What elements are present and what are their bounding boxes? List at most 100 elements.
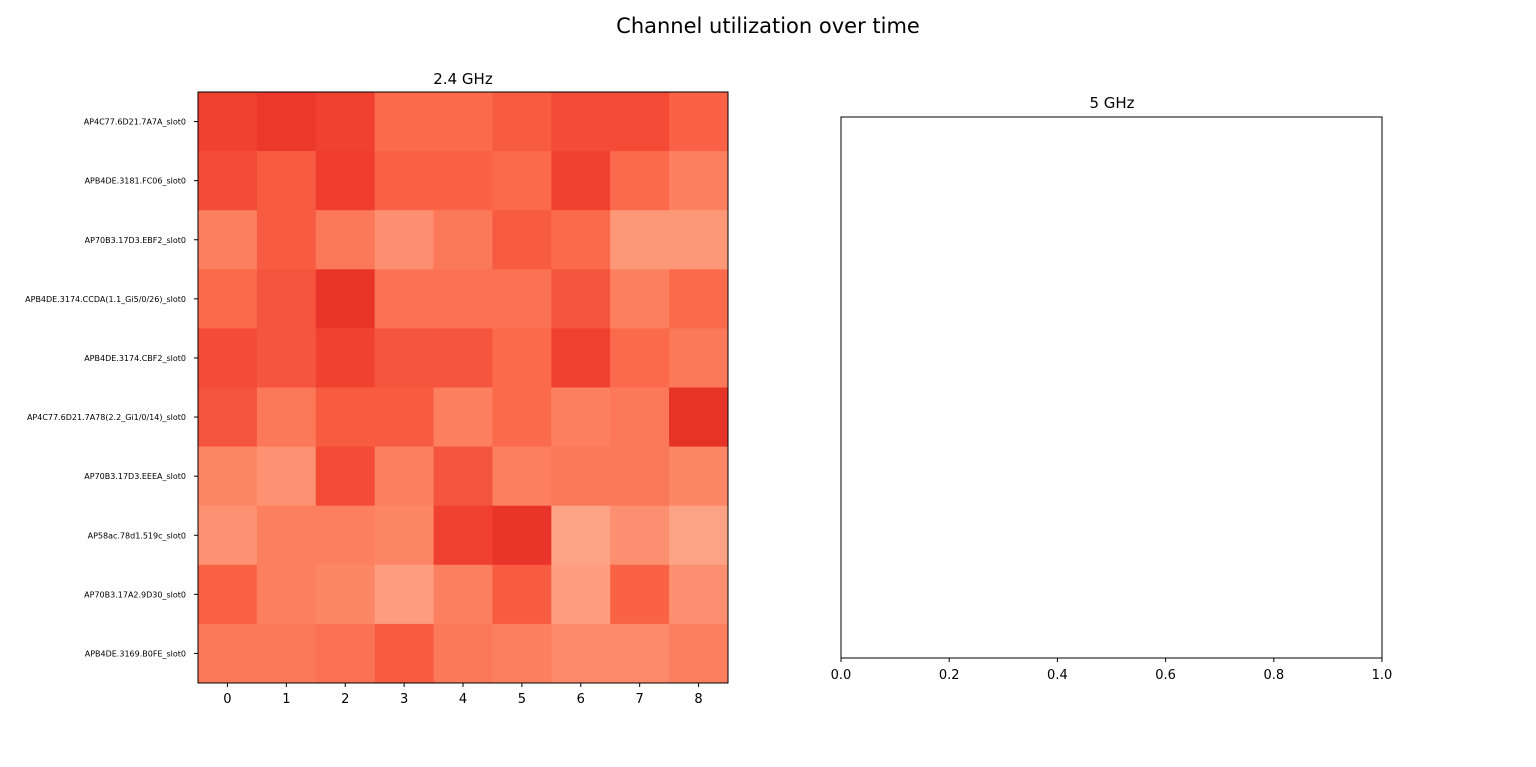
- heatmap-cells: [198, 92, 729, 684]
- heatmap-cell: [492, 446, 552, 507]
- heatmap-cell: [315, 505, 376, 566]
- heatmap-cell: [610, 564, 670, 625]
- heatmap-cell: [433, 505, 493, 566]
- x-tick-label: 2: [341, 692, 349, 707]
- x-tick-label: 5: [518, 692, 526, 707]
- heatmap-cell: [315, 564, 376, 625]
- heatmap-cell: [256, 446, 317, 507]
- heatmap-cell: [256, 564, 317, 625]
- heatmap-cell: [256, 623, 317, 684]
- x-tick-label-5ghz: 0.6: [1155, 668, 1176, 683]
- figure-title: Channel utilization over time: [616, 14, 920, 38]
- heatmap-cell: [492, 269, 552, 329]
- heatmap-cell: [374, 505, 435, 566]
- heatmap-cell: [374, 92, 435, 152]
- heatmap-cell: [256, 328, 317, 388]
- x-tick-label-5ghz: 0.8: [1263, 668, 1284, 683]
- heatmap-title: 2.4 GHz: [433, 70, 493, 88]
- heatmap-cell: [610, 151, 670, 211]
- y-tick-label: AP70B3.17D3.EBF2_slot0: [85, 236, 186, 245]
- heatmap-cell: [610, 623, 670, 684]
- heatmap-cell: [256, 269, 317, 329]
- heatmap-cell: [374, 210, 435, 270]
- heatmap-cell: [492, 387, 552, 448]
- heatmap-cell: [669, 564, 729, 625]
- heatmap-cell: [433, 387, 493, 448]
- empty-panel-5ghz: 5 GHz 0.0 0.2 0.4 0.6 0.8 1.0: [831, 94, 1393, 683]
- heatmap-cell: [551, 328, 611, 388]
- y-tick-label: APB4DE.3174.CBF2_slot0: [84, 354, 186, 363]
- heatmap-cell: [492, 505, 552, 566]
- heatmap-cell: [256, 505, 317, 566]
- x-tick-label-5ghz: 0.4: [1047, 668, 1068, 683]
- heatmap-cell: [256, 210, 317, 270]
- heatmap-cell: [433, 328, 493, 388]
- heatmap-cell: [551, 505, 611, 566]
- heatmap-cell: [256, 92, 317, 152]
- heatmap-panel-2-4ghz: 2.4 GHz AP4C77.6D21.7A7A_slot0 APB4DE.318…: [25, 70, 729, 707]
- heatmap-cell: [433, 564, 493, 625]
- heatmap-cell: [198, 564, 258, 625]
- y-tick-label: APB4DE.3174.CCDA(1.1_Gi5/0/26)_slot0: [25, 295, 186, 304]
- heatmap-cell: [374, 564, 435, 625]
- heatmap-cell: [315, 269, 376, 329]
- heatmap-cell: [669, 387, 729, 448]
- heatmap-cell: [374, 269, 435, 329]
- heatmap-cell: [492, 92, 552, 152]
- heatmap-frame: [197, 91, 729, 684]
- x-tick-label-5ghz: 0.2: [939, 668, 960, 683]
- axes-frame-5ghz: [840, 116, 1383, 659]
- heatmap-cell: [669, 210, 729, 270]
- heatmap-cell: [492, 210, 552, 270]
- x-tick-label: 6: [577, 692, 585, 707]
- heatmap-cell: [256, 387, 317, 448]
- heatmap-cell: [315, 623, 376, 684]
- heatmap-cell: [492, 151, 552, 211]
- heatmap-cell: [492, 328, 552, 388]
- x-tick-label-5ghz: 1.0: [1372, 668, 1393, 683]
- heatmap-cell: [374, 446, 435, 507]
- heatmap-cell: [315, 92, 376, 152]
- heatmap-cell: [669, 269, 729, 329]
- heatmap-cell: [492, 623, 552, 684]
- heatmap-cell: [198, 387, 258, 448]
- y-tick-label: AP70B3.17D3.EEEA_slot0: [84, 472, 186, 481]
- heatmap-cell: [610, 387, 670, 448]
- heatmap-cell: [669, 328, 729, 388]
- heatmap-cell: [315, 210, 376, 270]
- heatmap-cell: [198, 210, 258, 270]
- heatmap-cell: [551, 269, 611, 329]
- heatmap-cell: [551, 564, 611, 625]
- heatmap-cell: [433, 269, 493, 329]
- heatmap-cell: [610, 269, 670, 329]
- y-tick-label: AP4C77.6D21.7A7A_slot0: [84, 118, 186, 127]
- heatmap-cell: [551, 210, 611, 270]
- heatmap-cell: [374, 151, 435, 211]
- x-tick-label: 1: [282, 692, 290, 707]
- heatmap-cell: [551, 151, 611, 211]
- heatmap-cell: [551, 446, 611, 507]
- heatmap-cell: [551, 92, 611, 152]
- heatmap-cell: [433, 151, 493, 211]
- y-tick-label: APB4DE.3181.FC06_slot0: [85, 177, 186, 186]
- heatmap-x-ticks: 0 1 2 3 4 5 6 7 8: [223, 683, 703, 707]
- x-ticks-5ghz: 0.0 0.2 0.4 0.6 0.8 1.0: [831, 658, 1393, 683]
- x-tick-label: 8: [694, 692, 702, 707]
- heatmap-cell: [198, 269, 258, 329]
- y-tick-label: AP4C77.6D21.7A78(2.2_Gi1/0/14)_slot0: [27, 413, 186, 422]
- heatmap-cell: [551, 623, 611, 684]
- heatmap-cell: [198, 151, 258, 211]
- y-tick-label: AP70B3.17A2.9D30_slot0: [84, 590, 186, 599]
- x-tick-label: 7: [636, 692, 644, 707]
- heatmap-cell: [315, 151, 376, 211]
- heatmap-cell: [374, 387, 435, 448]
- heatmap-cell: [256, 151, 317, 211]
- heatmap-cell: [551, 387, 611, 448]
- panel-title-5ghz: 5 GHz: [1089, 94, 1134, 112]
- heatmap-y-ticks: AP4C77.6D21.7A7A_slot0 APB4DE.3181.FC06_s…: [25, 118, 198, 658]
- heatmap-cell: [610, 328, 670, 388]
- heatmap-cell: [315, 446, 376, 507]
- heatmap-cell: [198, 505, 258, 566]
- heatmap-cell: [433, 623, 493, 684]
- heatmap-cell: [198, 328, 258, 388]
